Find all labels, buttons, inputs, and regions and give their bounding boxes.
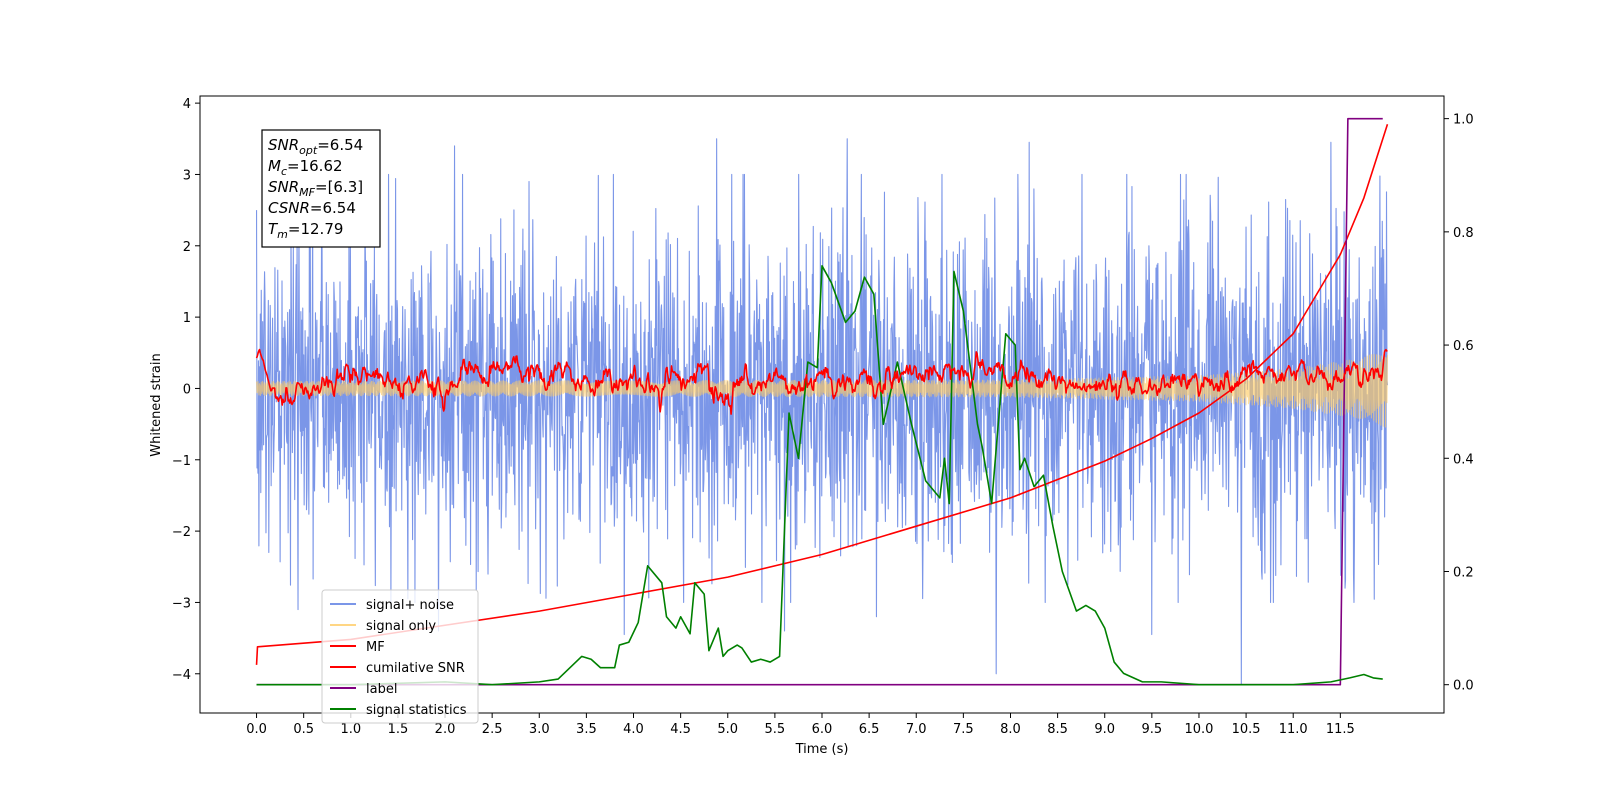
x-tick-label: 7.5 [953,722,974,737]
series-signal-statistics [256,265,1383,686]
x-tick-label: 2.5 [482,722,503,737]
x-tick-label: 1.0 [340,722,361,737]
annotation-symbol: T [268,220,279,238]
annotation-symbol: SNR [268,136,299,154]
annotation-symbol: SNR [268,178,299,196]
x-tick-label: 1.5 [388,722,409,737]
series-signal-noise [256,138,1388,686]
annotation-line: Tm=12.79 [268,220,343,241]
series-signal-only [256,354,1388,428]
legend-entry-label: MF [366,640,385,655]
annotation-line: CSNR=6.54 [268,199,356,217]
legend-frame [321,589,479,724]
y-axis-left: 4 3 2 1 0 −1 −2 −3 −4 [172,97,200,683]
x-tick-label: 6.0 [812,722,833,737]
annotation-frame [261,129,381,248]
x-axis-label: Time (s) [795,742,849,757]
x-tick-label: 9.0 [1094,722,1115,737]
y-tick-label: −3 [172,596,191,611]
legend-entry-label: signal+ noise [366,598,454,613]
x-tick-label: 0.0 [246,722,267,737]
y-tick-label: −2 [172,525,191,540]
x-tick-label: 2.0 [435,722,456,737]
y2-tick-label: 1.0 [1453,113,1474,128]
x-tick-label: 9.5 [1142,722,1163,737]
x-tick-label: 8.5 [1047,722,1068,737]
y-tick-label: 4 [183,97,191,112]
x-tick-label: 5.5 [765,722,786,737]
y2-tick-label: 0.4 [1453,452,1474,467]
x-tick-label: 8.0 [1000,722,1021,737]
annotation-value: =12.79 [288,220,344,238]
x-tick-label: 4.0 [623,722,644,737]
y2-tick-label: 0.0 [1453,679,1474,694]
x-tick-label: 5.0 [717,722,738,737]
x-tick-label: 11.0 [1279,722,1308,737]
annotation-line: SNRopt=6.54 [268,136,363,157]
y-tick-label: 3 [183,168,191,183]
annotation-value: =6.54 [310,199,356,217]
legend-entry-label: signal only [366,619,436,634]
annotation-subscript: c [281,165,287,178]
y2-tick-label: 0.8 [1453,226,1474,241]
annotation-line: Mc=16.62 [268,157,343,178]
annotation-subscript: m [277,228,288,241]
legend: signal+ noise signal only MF cumilative SNR… [321,589,479,724]
x-tick-label: 4.5 [670,722,691,737]
annotation-value: =6.54 [317,136,363,154]
legend-entry-label: cumilative SNR [366,661,465,676]
x-tick-label: 7.0 [906,722,927,737]
x-tick-label: 6.5 [859,722,880,737]
y-tick-label: −1 [172,454,191,469]
x-tick-label: 0.5 [293,722,314,737]
y-tick-label: 0 [183,382,191,397]
legend-entry-label: signal statistics [366,703,467,718]
annotation-subscript: opt [299,144,318,157]
annotation-symbol: CSNR [268,199,310,217]
series-label [256,117,1383,686]
x-tick-label: 10.0 [1184,722,1213,737]
x-tick-label: 11.5 [1326,722,1355,737]
legend-entry-label: label [366,682,397,697]
y-axis-label: Whitened strain [149,353,164,456]
y2-tick-label: 0.2 [1453,565,1474,580]
y-tick-label: −4 [172,668,191,683]
annotation-line: SNRMF=[6.3] [268,178,363,199]
annotation-value: =[6.3] [315,178,363,196]
y-tick-label: 2 [183,240,191,255]
x-tick-label: 3.5 [576,722,597,737]
x-tick-label: 3.0 [529,722,550,737]
annotation-subscript: MF [299,186,315,199]
annotation-value: =16.62 [287,157,343,175]
y2-tick-label: 0.6 [1453,339,1474,354]
x-tick-label: 10.5 [1232,722,1261,737]
annotation-symbol: M [268,157,281,175]
y-axis-right: 1.0 0.8 0.6 0.4 0.2 0.0 [1444,113,1474,694]
x-axis: 0.0 0.5 1.0 1.5 2.0 2.5 3.0 3.5 4.0 4.5 5.0 5.5 6.0 6… [246,713,1355,737]
y-tick-label: 1 [183,311,191,326]
series-mf [255,348,1388,415]
annotation-box: SNRopt=6.54Mc=16.62SNRMF=[6.3]CSNR=6.54T… [261,129,381,248]
